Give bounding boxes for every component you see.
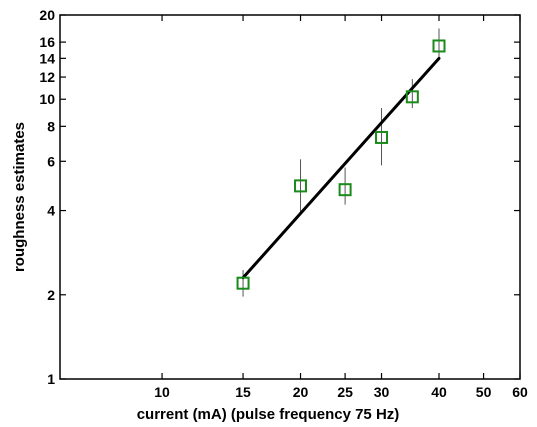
x-tick-label: 50 bbox=[476, 384, 492, 400]
data-point-marker bbox=[236, 276, 250, 290]
y-tick-label: 12 bbox=[39, 69, 55, 85]
data-point-marker bbox=[294, 179, 308, 193]
x-tick-label: 60 bbox=[512, 384, 528, 400]
x-axis: 10 15 20 25 30 40 50 60 bbox=[154, 15, 528, 400]
x-tick-label: 25 bbox=[337, 384, 353, 400]
data-point-marker bbox=[338, 183, 352, 197]
x-tick-label: 30 bbox=[374, 384, 390, 400]
y-tick-label: 16 bbox=[39, 34, 55, 50]
y-axis-label: roughness estimates bbox=[11, 122, 28, 272]
y-tick-label: 8 bbox=[47, 118, 55, 134]
data-point-marker bbox=[432, 39, 446, 53]
data-markers bbox=[236, 39, 446, 290]
data-point-marker bbox=[375, 130, 389, 144]
data-point-marker bbox=[405, 90, 419, 104]
y-tick-label: 14 bbox=[39, 50, 55, 66]
x-tick-label: 15 bbox=[235, 384, 251, 400]
y-tick-label: 6 bbox=[47, 153, 55, 169]
y-tick-label: 2 bbox=[47, 287, 55, 303]
y-tick-label: 4 bbox=[47, 203, 55, 219]
y-tick-label: 20 bbox=[39, 7, 55, 23]
x-axis-label: current (mA) (pulse frequency 75 Hz) bbox=[137, 406, 400, 423]
error-bars bbox=[242, 28, 440, 297]
plot-area bbox=[59, 14, 521, 380]
x-tick-label: 20 bbox=[293, 384, 309, 400]
y-tick-label: 10 bbox=[39, 91, 55, 107]
y-tick-label: 1 bbox=[47, 371, 55, 387]
x-tick-label: 10 bbox=[154, 384, 170, 400]
x-tick-label: 40 bbox=[431, 384, 447, 400]
